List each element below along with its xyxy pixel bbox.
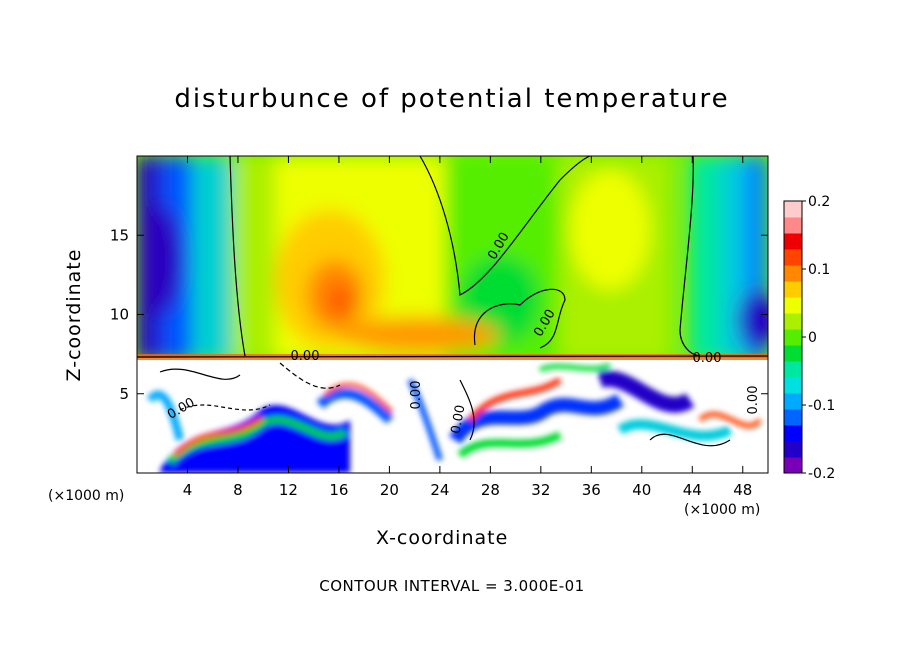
colorbar-swatch (784, 249, 802, 266)
x-unit-label-left: (×1000 m) (48, 488, 125, 504)
colorbar-swatch (784, 281, 802, 298)
colorbar-swatch (784, 393, 802, 410)
colorbar-tick-label: 0 (808, 330, 817, 346)
x-axis-ticks: 4 8 12 16 20 24 28 32 36 40 44 48 (183, 156, 752, 499)
x-tick-label: 28 (481, 481, 500, 499)
x-tick-label: 8 (233, 481, 243, 499)
colorbar-tick-label: 0.2 (808, 194, 830, 210)
contour-label: 0.00 (409, 381, 424, 410)
colorbar-swatch (784, 377, 802, 394)
colorbar-swatch (784, 217, 802, 234)
colorbar-swatch (784, 233, 802, 250)
contour-label: 0.00 (449, 404, 469, 435)
colorbar-swatch (784, 265, 802, 282)
lower-field-blobs (146, 362, 762, 473)
colorbar-swatch (784, 457, 802, 474)
x-tick-label: 16 (329, 481, 348, 499)
colorbar-swatch (784, 425, 802, 442)
chart-title: disturbunce of potential temperature (174, 84, 730, 114)
x-tick-label: 36 (582, 481, 601, 499)
y-axis-label: Z-coordinate (63, 248, 85, 382)
x-tick-label: 48 (733, 481, 752, 499)
contour-label: 0.00 (693, 351, 722, 366)
x-tick-label: 24 (430, 481, 449, 499)
x-tick-label: 40 (632, 481, 651, 499)
colorbar-swatch (784, 409, 802, 426)
colorbar-swatch (784, 201, 802, 218)
x-tick-label: 32 (531, 481, 550, 499)
colorbar-tick-label: -0.2 (808, 466, 835, 482)
contour-interval-note: CONTOUR INTERVAL = 3.000E-01 (319, 577, 585, 595)
colorbar-swatch (784, 345, 802, 362)
x-axis-label: X-coordinate (376, 527, 509, 549)
contour-label: 0.00 (291, 349, 320, 364)
contour-label: 0.00 (746, 386, 761, 415)
colorbar: 0.2 0.1 0 -0.1 -0.2 (783, 194, 835, 482)
y-tick-label: 10 (110, 306, 129, 324)
colorbar-tick-label: 0.1 (808, 262, 830, 278)
x-tick-label: 44 (683, 481, 702, 499)
colorbar-swatch (784, 361, 802, 378)
colorbar-swatch (784, 297, 802, 314)
x-unit-label-right: (×1000 m) (684, 502, 761, 518)
colorbar-swatch (784, 441, 802, 458)
y-tick-label: 15 (110, 226, 129, 244)
colorbar-tick-label: -0.1 (808, 398, 835, 414)
x-tick-label: 12 (279, 481, 298, 499)
contour-lines (137, 156, 768, 447)
x-tick-label: 20 (380, 481, 399, 499)
y-axis-ticks: 5 10 15 (110, 226, 768, 403)
colorbar-swatch (784, 313, 802, 330)
colorbar-swatch (784, 329, 802, 346)
upper-field-blobs (137, 156, 768, 361)
heatmap-field (137, 156, 768, 473)
y-tick-label: 5 (119, 385, 129, 403)
x-tick-label: 4 (183, 481, 193, 499)
